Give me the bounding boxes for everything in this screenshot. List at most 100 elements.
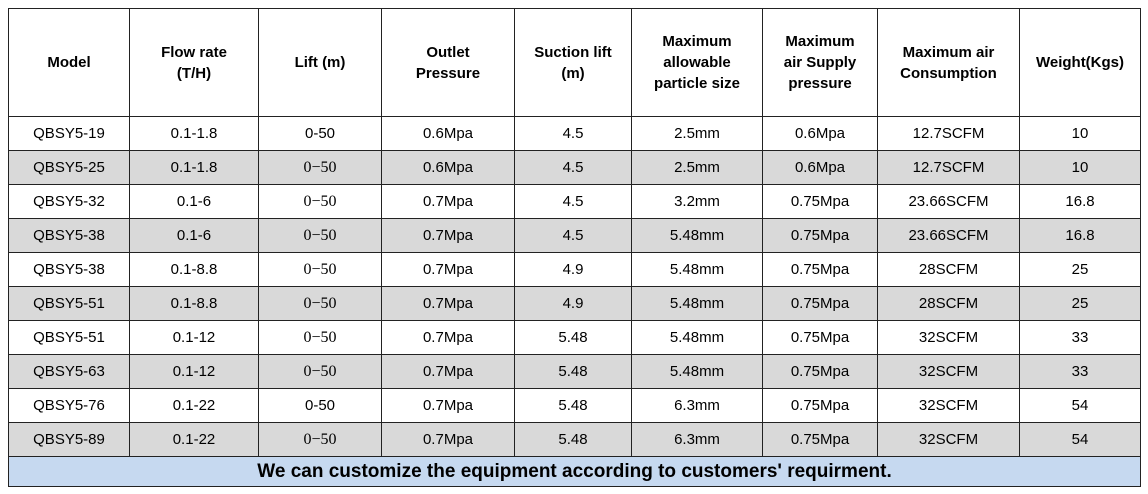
table-row: QBSY5-38 0.1-6 0−50 0.7Mpa 4.5 5.48mm 0.75Mpa 2…	[8, 218, 1141, 253]
table-cell: 54	[1019, 388, 1141, 423]
table-cell: 16.8	[1019, 218, 1141, 253]
table-row: QBSY5-63 0.1-12 0−50 0.7Mpa 5.48 5.48mm 0.75Mp…	[8, 354, 1141, 389]
table-cell: 0.1-1.8	[129, 150, 259, 185]
table-row: QBSY5-19 0.1-1.8 0-50 0.6Mpa 4.5 2.5mm 0.6Mpa 1…	[8, 116, 1141, 151]
table-cell: 0.75Mpa	[762, 354, 878, 389]
table-cell: 54	[1019, 422, 1141, 457]
table-cell: 23.66SCFM	[877, 218, 1020, 253]
table-cell: 3.2mm	[631, 184, 763, 219]
table-cell: 0.75Mpa	[762, 422, 878, 457]
table-cell: 4.9	[514, 252, 632, 287]
table-cell: 5.48	[514, 422, 632, 457]
table-cell: 0−50	[258, 286, 382, 321]
table-cell: 0-50	[258, 116, 382, 151]
table-cell: 25	[1019, 252, 1141, 287]
table-cell: QBSY5-32	[8, 184, 130, 219]
table-cell: 0.7Mpa	[381, 320, 515, 355]
table-cell: 0.7Mpa	[381, 286, 515, 321]
header-cell: Outlet Pressure	[381, 8, 515, 117]
table-cell: 0.1-22	[129, 422, 259, 457]
table-cell: 0.7Mpa	[381, 354, 515, 389]
table-cell: 4.5	[514, 218, 632, 253]
table-cell: 0−50	[258, 320, 382, 355]
table-cell: 0.7Mpa	[381, 388, 515, 423]
table-cell: QBSY5-19	[8, 116, 130, 151]
table-cell: 10	[1019, 116, 1141, 151]
table-row: QBSY5-51 0.1-8.8 0−50 0.7Mpa 4.9 5.48mm 0.75Mp…	[8, 286, 1141, 321]
table-cell: 0.1-1.8	[129, 116, 259, 151]
table-row: QBSY5-25 0.1-1.8 0−50 0.6Mpa 4.5 2.5mm 0.6Mpa 1…	[8, 150, 1141, 185]
table-cell: 32SCFM	[877, 388, 1020, 423]
footer-note: We can customize the equipment according…	[8, 456, 1141, 487]
header-cell: Maximum air Supply pressure	[762, 8, 878, 117]
header-cell: Flow rate (T/H)	[129, 8, 259, 117]
table-cell: 2.5mm	[631, 116, 763, 151]
table-cell: 0.1-8.8	[129, 286, 259, 321]
table-cell: 33	[1019, 320, 1141, 355]
table-row: QBSY5-38 0.1-8.8 0−50 0.7Mpa 4.9 5.48mm 0.75Mp…	[8, 252, 1141, 287]
footer-row: We can customize the equipment according…	[8, 456, 1141, 487]
spec-table: Model Flow rate (T/H) Lift (m) Outlet Press…	[8, 8, 1141, 487]
table-cell: 4.5	[514, 184, 632, 219]
table-row: QBSY5-32 0.1-6 0−50 0.7Mpa 4.5 3.2mm 0.75Mpa 23…	[8, 184, 1141, 219]
table-cell: 0.1-6	[129, 218, 259, 253]
table-cell: 5.48mm	[631, 286, 763, 321]
table-cell: 0.1-12	[129, 320, 259, 355]
table-cell: 0.6Mpa	[762, 150, 878, 185]
table-cell: 5.48mm	[631, 252, 763, 287]
table-cell: 4.9	[514, 286, 632, 321]
table-cell: 12.7SCFM	[877, 150, 1020, 185]
table-cell: 6.3mm	[631, 388, 763, 423]
table-cell: 0-50	[258, 388, 382, 423]
table-cell: QBSY5-38	[8, 218, 130, 253]
table-cell: 33	[1019, 354, 1141, 389]
table-cell: 6.3mm	[631, 422, 763, 457]
table-row: QBSY5-89 0.1-22 0−50 0.7Mpa 5.48 6.3mm 0.75Mpa…	[8, 422, 1141, 457]
table-cell: QBSY5-51	[8, 320, 130, 355]
header-cell: Lift (m)	[258, 8, 382, 117]
table-cell: 0−50	[258, 150, 382, 185]
table-cell: 0.7Mpa	[381, 218, 515, 253]
table-cell: 2.5mm	[631, 150, 763, 185]
table-cell: 0.7Mpa	[381, 252, 515, 287]
table-cell: 32SCFM	[877, 422, 1020, 457]
table-cell: 0.7Mpa	[381, 422, 515, 457]
table-cell: 5.48mm	[631, 320, 763, 355]
table-cell: 0−50	[258, 354, 382, 389]
table-row: QBSY5-51 0.1-12 0−50 0.7Mpa 5.48 5.48mm 0.75Mp…	[8, 320, 1141, 355]
table-cell: 28SCFM	[877, 252, 1020, 287]
table-cell: 0.1-22	[129, 388, 259, 423]
table-cell: 0.1-6	[129, 184, 259, 219]
table-cell: 23.66SCFM	[877, 184, 1020, 219]
table-cell: 0.75Mpa	[762, 320, 878, 355]
table-cell: 0−50	[258, 218, 382, 253]
header-cell: Suction lift (m)	[514, 8, 632, 117]
table-cell: 4.5	[514, 150, 632, 185]
table-cell: 0.75Mpa	[762, 286, 878, 321]
table-cell: 0−50	[258, 422, 382, 457]
header-row: Model Flow rate (T/H) Lift (m) Outlet Press…	[8, 8, 1141, 117]
header-cell: Maximum allowable particle size	[631, 8, 763, 117]
table-cell: 4.5	[514, 116, 632, 151]
header-cell: Maximum air Consumption	[877, 8, 1020, 117]
table-cell: QBSY5-76	[8, 388, 130, 423]
table-cell: 25	[1019, 286, 1141, 321]
table-cell: QBSY5-89	[8, 422, 130, 457]
table-cell: 32SCFM	[877, 320, 1020, 355]
table-cell: 0.6Mpa	[381, 150, 515, 185]
table-cell: 0.75Mpa	[762, 252, 878, 287]
table-cell: 0.75Mpa	[762, 218, 878, 253]
table-cell: 5.48	[514, 354, 632, 389]
table-cell: 0.6Mpa	[762, 116, 878, 151]
table-cell: 0.6Mpa	[381, 116, 515, 151]
table-cell: 32SCFM	[877, 354, 1020, 389]
table-cell: 0.7Mpa	[381, 184, 515, 219]
table-cell: 12.7SCFM	[877, 116, 1020, 151]
table-cell: 0−50	[258, 184, 382, 219]
table-body: QBSY5-19 0.1-1.8 0-50 0.6Mpa 4.5 2.5mm 0.6Mpa 1…	[8, 116, 1141, 487]
table-cell: 5.48	[514, 388, 632, 423]
table-cell: 0.75Mpa	[762, 388, 878, 423]
header-cell: Model	[8, 8, 130, 117]
table-cell: QBSY5-38	[8, 252, 130, 287]
